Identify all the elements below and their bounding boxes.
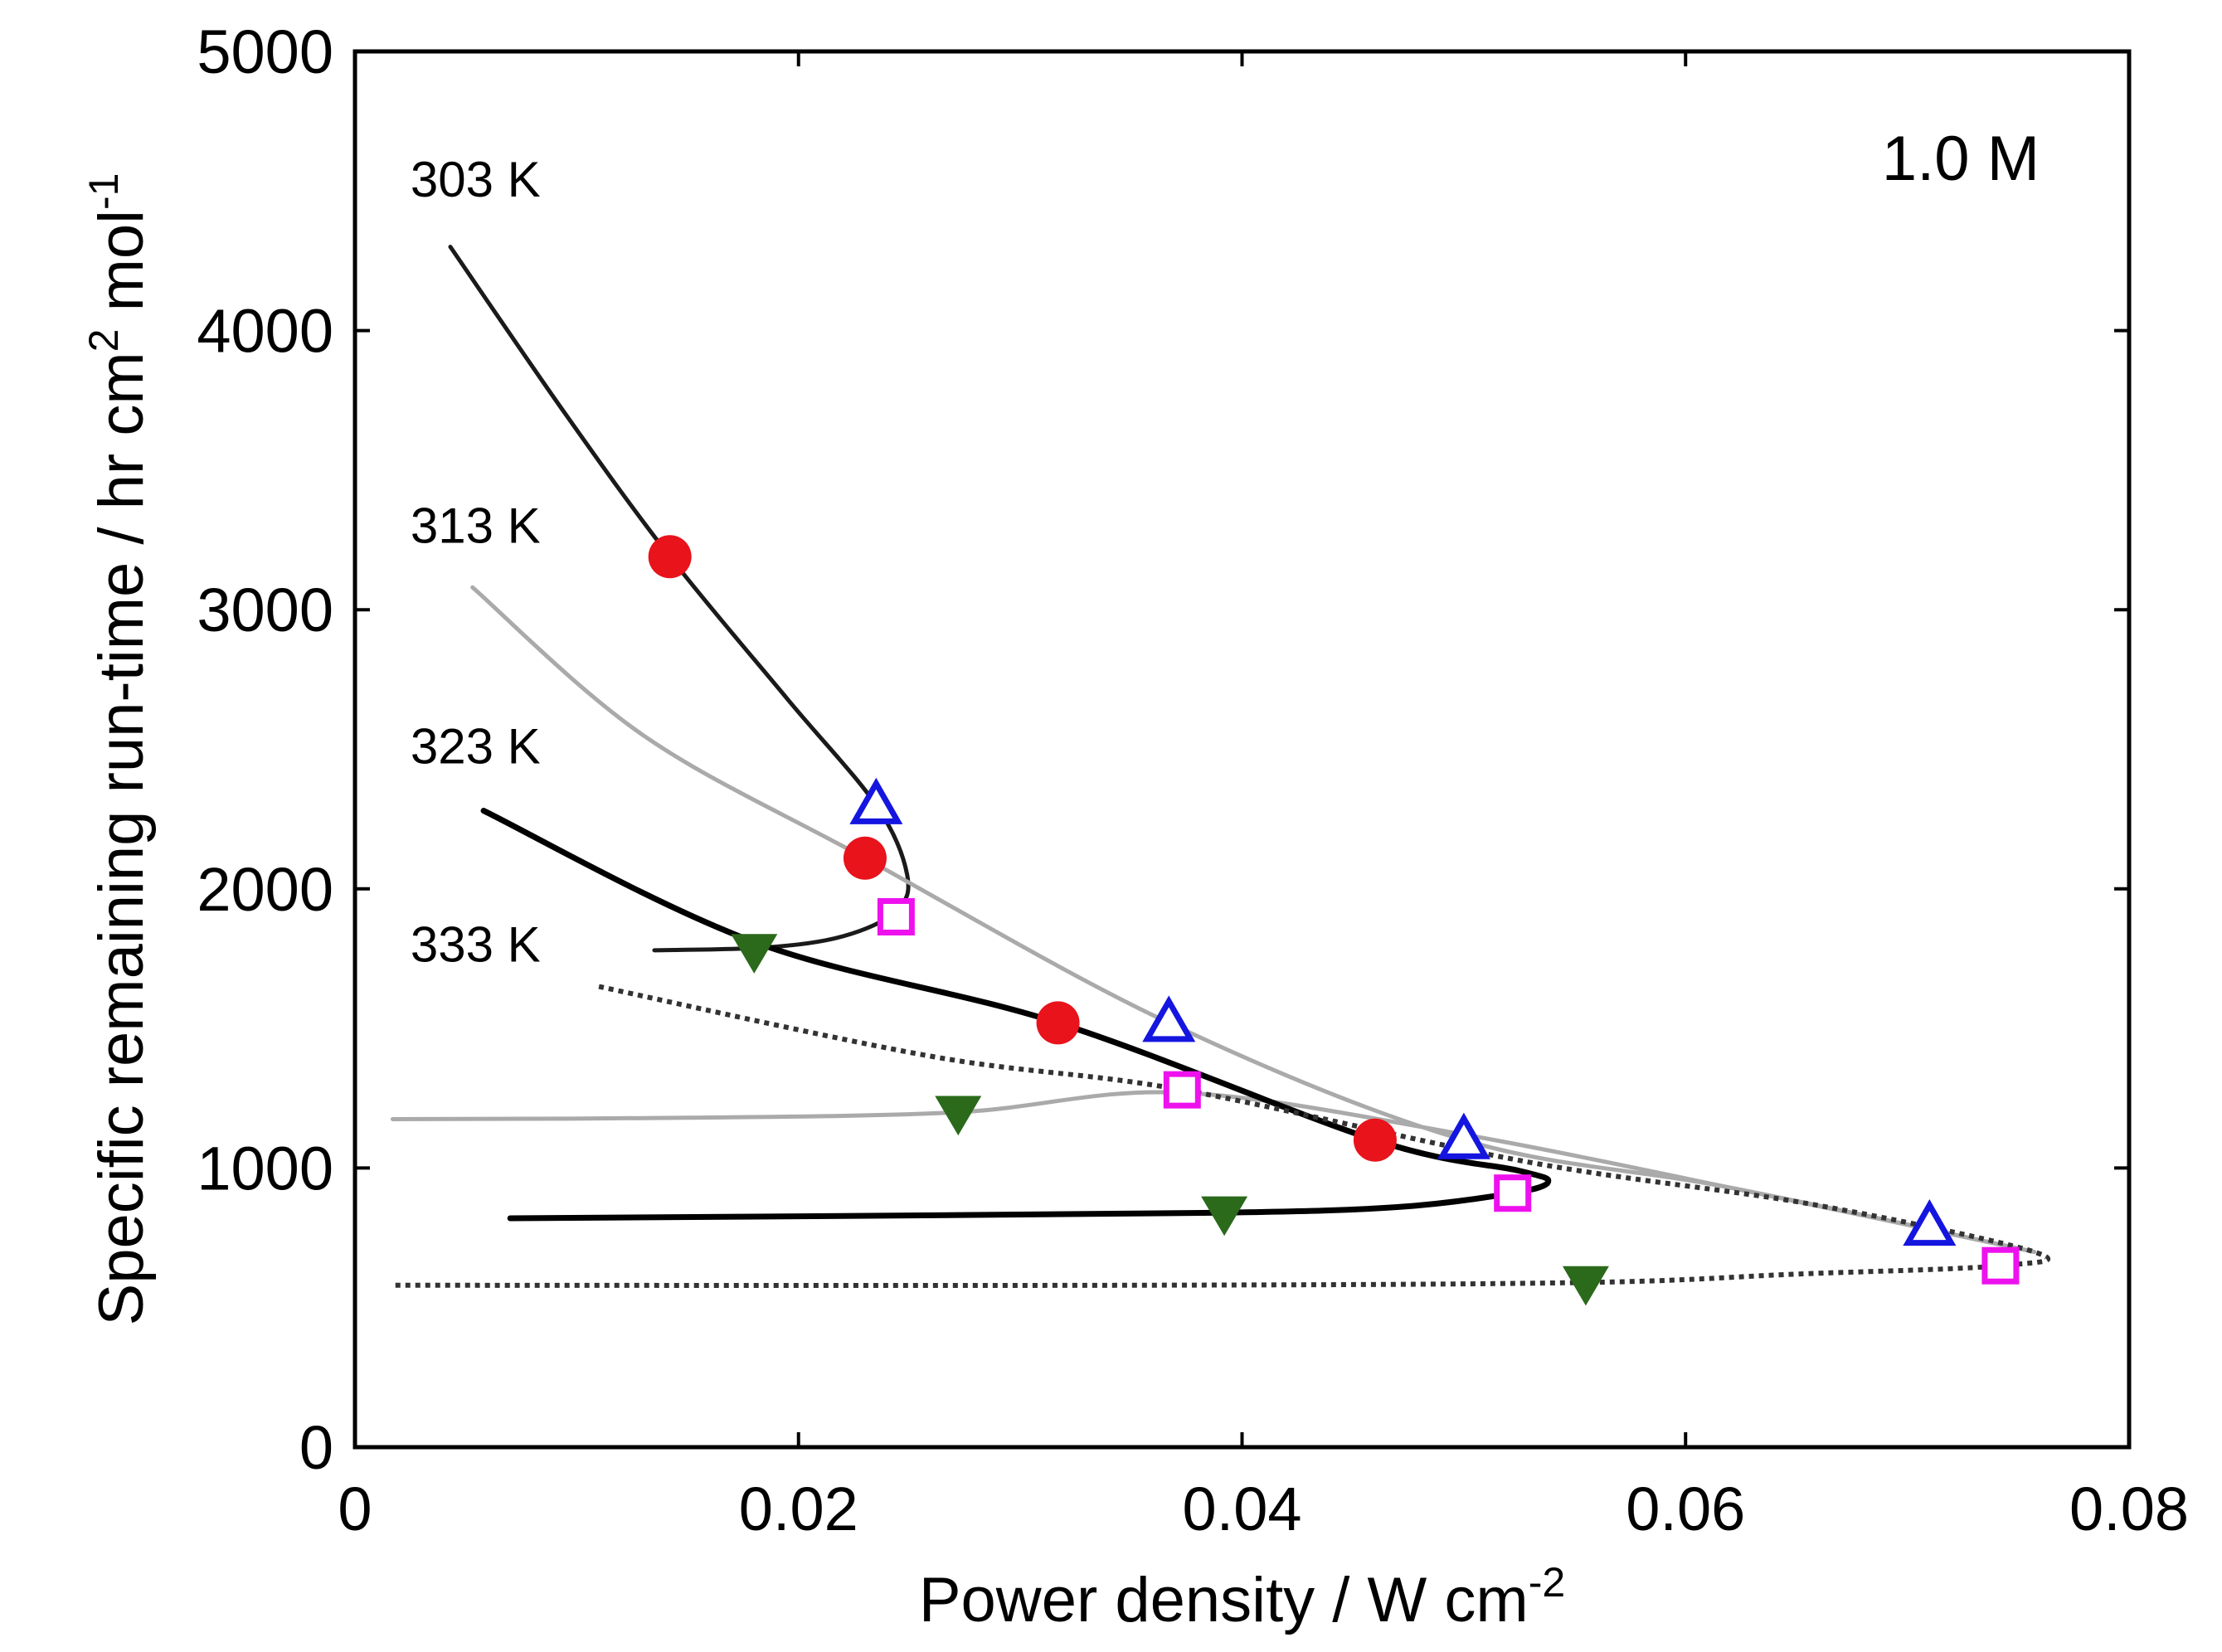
x-tick-label: 0.08 (2069, 1475, 2189, 1543)
x-axis-title-main: Power density / W cm (919, 1565, 1529, 1635)
y-tick-label: 1000 (197, 1134, 333, 1203)
marker-filled-down-triangle (1201, 1196, 1248, 1237)
curve-labels: 303 K 313 K 323 K 333 K (411, 152, 541, 972)
marker-open-square (1494, 1174, 1532, 1212)
y-tick-label: 2000 (197, 855, 333, 924)
y-axis-title: Specific remaining run-time / hr cm2 mol… (80, 173, 157, 1326)
curve-label: 313 K (411, 498, 541, 553)
x-axis-title: Power density / W cm-2 (919, 1559, 1565, 1635)
marker-open-triangle (1142, 995, 1196, 1042)
marker-open-triangle (1903, 1199, 1957, 1246)
y-axis-title-part2: mol (86, 210, 157, 329)
tick-labels: 0 0.02 0.04 0.06 0.08 0 1000 2000 3000 4000 5000 (197, 17, 2189, 1543)
series-line-303-k (448, 245, 911, 953)
y-tick-label: 5000 (197, 17, 333, 86)
marker-filled-circle (648, 535, 692, 579)
x-axis-title-sup: -2 (1529, 1559, 1565, 1606)
x-tick-label: 0.06 (1626, 1475, 1745, 1543)
marker-filled-down-triangle (935, 1096, 982, 1136)
series-line-323-k (480, 808, 1552, 1222)
concentration-annotation: 1.0 M (1882, 124, 2040, 194)
plot-frame (353, 49, 2132, 1450)
x-tick-label: 0.02 (739, 1475, 858, 1543)
y-tick-label: 0 (299, 1413, 333, 1482)
marker-filled-circle (843, 836, 887, 880)
y-axis-title-sup2: -1 (80, 173, 127, 210)
marker-open-triangle (849, 777, 903, 824)
marker-filled-down-triangle (1562, 1266, 1609, 1306)
marker-filled-down-triangle (731, 934, 778, 974)
marker-filled-circle (1036, 1001, 1080, 1045)
marker-open-square (877, 897, 915, 935)
series-line-333-k (392, 984, 2050, 1289)
x-tick-label: 0.04 (1182, 1475, 1301, 1543)
data-markers (648, 535, 2020, 1306)
y-tick-label: 4000 (197, 297, 333, 366)
marker-filled-circle (1353, 1118, 1397, 1162)
marker-open-square (1981, 1246, 2020, 1285)
y-axis-title-sup1: 2 (80, 329, 127, 352)
marker-open-triangle (1437, 1112, 1490, 1159)
marker-open-square (1163, 1071, 1201, 1109)
curve-label: 323 K (411, 718, 541, 774)
curve-label: 303 K (411, 152, 541, 207)
y-axis-title-part1: Specific remaining run-time / hr cm (86, 352, 157, 1325)
y-tick-label: 3000 (197, 576, 333, 644)
curve-label: 333 K (411, 916, 541, 972)
x-tick-label: 0 (338, 1475, 372, 1543)
